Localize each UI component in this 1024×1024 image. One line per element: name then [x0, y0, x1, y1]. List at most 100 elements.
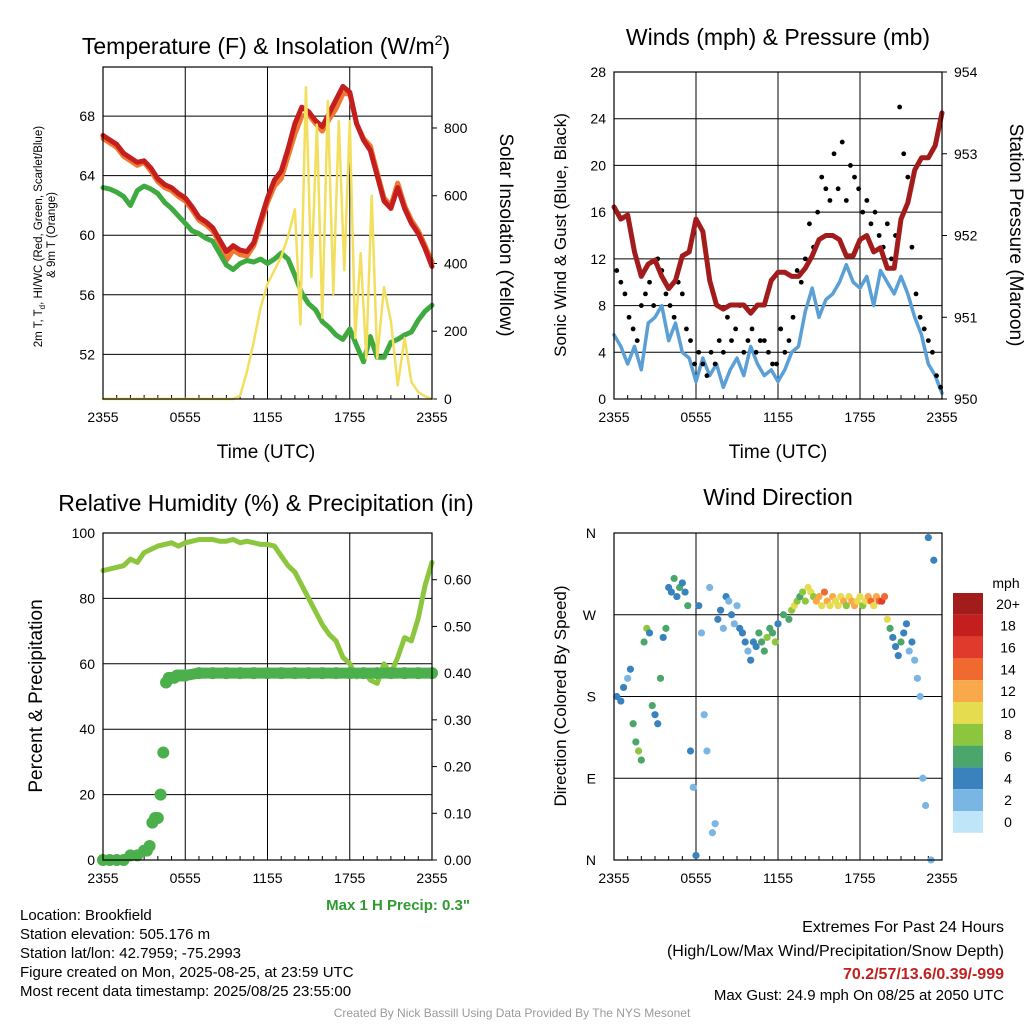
- wdir-point: [711, 820, 719, 828]
- wind-y2tick-label: 951: [954, 309, 978, 325]
- wind-gust-point: [868, 221, 874, 227]
- wind-ytick-label: 4: [598, 344, 606, 360]
- wdir-point: [883, 615, 891, 623]
- colorbar-swatch: [953, 593, 983, 615]
- wind-xtick-label: 0555: [680, 409, 711, 425]
- wind-gust-point: [786, 338, 792, 344]
- colorbar-label: 16: [1000, 640, 1016, 656]
- wind-ytick-label: 16: [590, 204, 606, 220]
- wind-gust-point: [921, 326, 927, 332]
- wind-gust-point: [651, 303, 657, 308]
- rh-precip-point: [302, 667, 315, 680]
- wdir-point: [617, 697, 625, 705]
- rh-precip-point: [143, 839, 156, 852]
- max-gust-text: Max Gust: 24.9 mph On 08/25 at 2050 UTC: [713, 987, 1004, 1004]
- wind-panel: 2355 0555 1155 1755 2355 0 4 8 12 16 20 24 28 950 951 9…: [590, 64, 977, 425]
- wind-gust-point: [839, 139, 845, 145]
- rh-precip-point: [316, 667, 329, 680]
- wdir-point: [692, 851, 700, 860]
- wind-y2label: Station Pressure (Maroon): [1005, 124, 1024, 347]
- wdir-point: [902, 620, 911, 628]
- wind-y2tick-label: 952: [954, 228, 978, 244]
- temp-xtick-label: 0555: [170, 409, 201, 425]
- colorbar-label: 14: [1000, 661, 1016, 677]
- rh-precip-point: [412, 667, 425, 680]
- wdir-point: [727, 611, 736, 619]
- wdir-point: [640, 638, 648, 646]
- wdir-point: [733, 602, 741, 610]
- wdir-point: [760, 647, 768, 655]
- rh-precip-point: [154, 788, 167, 801]
- wind-gust-point: [909, 244, 915, 250]
- wdir-point: [645, 629, 654, 637]
- wdir-xtick-label: 2355: [926, 870, 957, 886]
- wdir-point: [700, 711, 708, 719]
- wind-gust-point: [638, 303, 644, 308]
- wdir-point: [678, 579, 686, 587]
- rh-ytick-label: 100: [72, 525, 96, 541]
- wind-gust-point: [852, 174, 857, 180]
- wdir-ylabel: Direction (Colored By Speed): [551, 585, 570, 806]
- colorbar-swatch: [953, 767, 983, 790]
- rh-y2tick-label: 0.30: [444, 712, 471, 728]
- wdir-point: [626, 665, 635, 673]
- wdir-point: [684, 602, 692, 610]
- wind-series-wind: [612, 262, 944, 395]
- wdir-xtick-label: 2355: [598, 870, 629, 886]
- wind-gust-point: [835, 186, 841, 192]
- wind-gust-point: [614, 268, 620, 273]
- wdir-point: [703, 747, 711, 755]
- wdir-point: [818, 602, 826, 610]
- colorbar-label: 4: [1004, 770, 1012, 786]
- rh-precip-point: [288, 667, 301, 680]
- wdir-point: [916, 692, 924, 701]
- wind-gust-point: [782, 349, 788, 355]
- rh-precip-point: [371, 667, 384, 680]
- wdir-point: [714, 615, 722, 623]
- wind-gust-point: [823, 186, 829, 192]
- wdir-point: [686, 747, 695, 755]
- temp-frame: [102, 66, 433, 400]
- temp-ytick-label: 68: [79, 108, 95, 124]
- wind-gust-point: [704, 373, 710, 379]
- wind-gust-point: [745, 338, 751, 344]
- wdir-ytick-label: N: [586, 852, 596, 868]
- wdir-point: [886, 624, 894, 632]
- wdir-point: [689, 783, 697, 791]
- rh-xtick-label: 1155: [252, 870, 282, 886]
- wdir-point: [924, 533, 932, 542]
- rh-xtick-label: 1755: [334, 870, 365, 886]
- wdir-point: [856, 592, 864, 601]
- rh-ylabel: Percent & Precipitation: [26, 599, 47, 792]
- extremes-title: Extremes For Past 24 Hours: [802, 919, 1004, 936]
- wdir-point: [815, 592, 823, 601]
- colorbar-unit-label: mph: [992, 575, 1019, 591]
- rh-ytick-label: 20: [79, 787, 95, 803]
- wdir-point: [670, 574, 678, 583]
- wind-gust-point: [696, 349, 702, 355]
- wind-gust-point: [790, 314, 796, 320]
- wind-gust-point: [716, 338, 722, 344]
- wdir-point: [779, 611, 788, 619]
- temp-y2tick-label: 400: [444, 255, 468, 271]
- wind-gust-point: [876, 233, 882, 238]
- rh-y2tick-label: 0.40: [444, 665, 471, 681]
- rh-precip-point: [330, 667, 343, 680]
- wdir-point: [820, 588, 829, 596]
- rh-precip-point: [157, 746, 170, 759]
- wind-gust-point: [700, 361, 706, 367]
- wind-gust-point: [720, 349, 726, 355]
- wind-gust-point: [757, 338, 763, 344]
- wdir-ytick-label: N: [586, 525, 596, 541]
- wind-gust-point: [794, 268, 800, 273]
- temp-ytick-label: 56: [79, 287, 95, 303]
- rh-precip-point: [384, 667, 397, 680]
- wind-gust-point: [889, 256, 894, 262]
- rh-precip-point: [151, 811, 164, 824]
- rh-precip-point: [234, 667, 247, 680]
- wind-gust-point: [864, 198, 870, 203]
- wdir-point: [870, 602, 878, 610]
- wdir-point: [624, 674, 632, 682]
- wind-gust-point: [622, 291, 628, 297]
